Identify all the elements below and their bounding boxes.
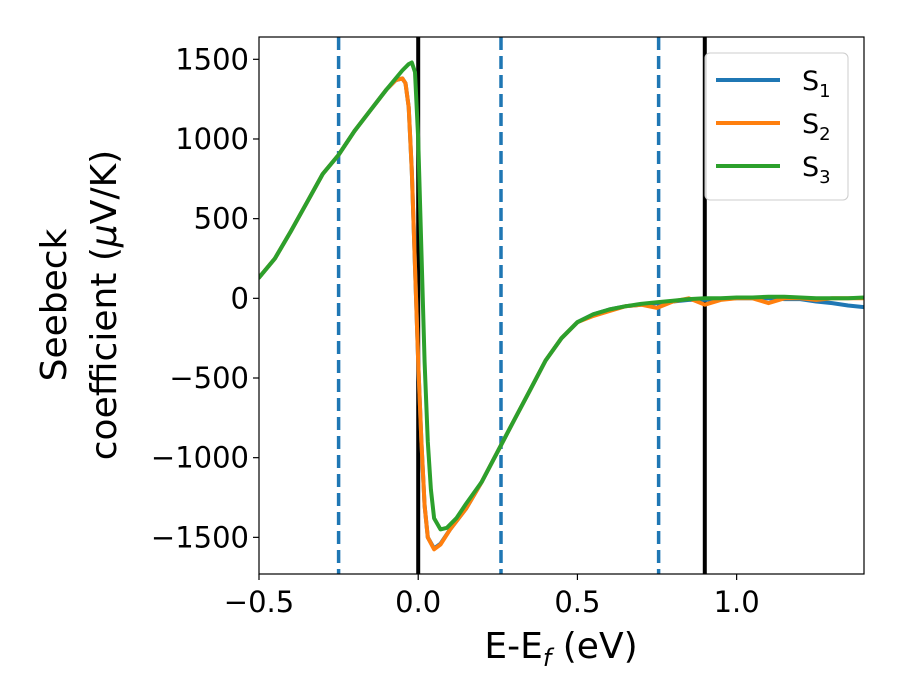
legend-label-main: S [802,109,819,140]
y-tick-label: 1500 [175,42,249,76]
legend-label-s1: S1 [802,66,831,102]
y-axis-label-prefix: coefficient ( [84,247,125,460]
legend-label-main: S [802,66,819,97]
legend-label-s2: S2 [802,109,831,145]
y-tick-label: 500 [194,202,249,236]
legend-label-sub: 3 [819,167,830,188]
legend-label-sub: 1 [819,81,830,102]
y-tick-label: −1000 [151,441,249,475]
legend-label-s3: S3 [802,152,831,188]
legend-label-main: S [802,152,819,183]
y-axis-label-line1: Seebeck [34,228,75,381]
legend-label-sub: 2 [819,124,830,145]
y-tick-label: 0 [231,281,249,315]
x-tick-label: 0.0 [395,585,441,619]
plot-frame [258,36,865,575]
series-line-s3 [259,60,864,532]
series-layer [259,60,864,552]
y-axis-label-suffix: V/K) [84,150,125,224]
y-tick-label: 1000 [175,122,249,156]
y-axis-label-line2: coefficient (μV/K) [84,150,125,460]
y-tick-label: −500 [169,361,249,395]
x-axis-label: E-Ef (eV) [484,626,637,672]
x-axis-label-unit: (eV) [551,626,637,667]
y-axis-label: Seebeck coefficient (μV/K) [34,150,125,460]
y-tick-label: −1500 [151,520,249,554]
x-tick-label: −0.5 [224,585,294,619]
y-axis-label-mu: μ [84,224,125,248]
x-tick-label: 0.5 [554,585,600,619]
y-axis-ticks: 1500 1000 500 0 −500 −1000 −1500 [151,42,259,554]
x-tick-label: 1.0 [714,585,760,619]
x-axis-ticks: −0.5 0.0 0.5 1.0 [224,574,760,619]
legend-box [704,52,849,201]
x-axis-label-main: E-E [484,626,542,667]
